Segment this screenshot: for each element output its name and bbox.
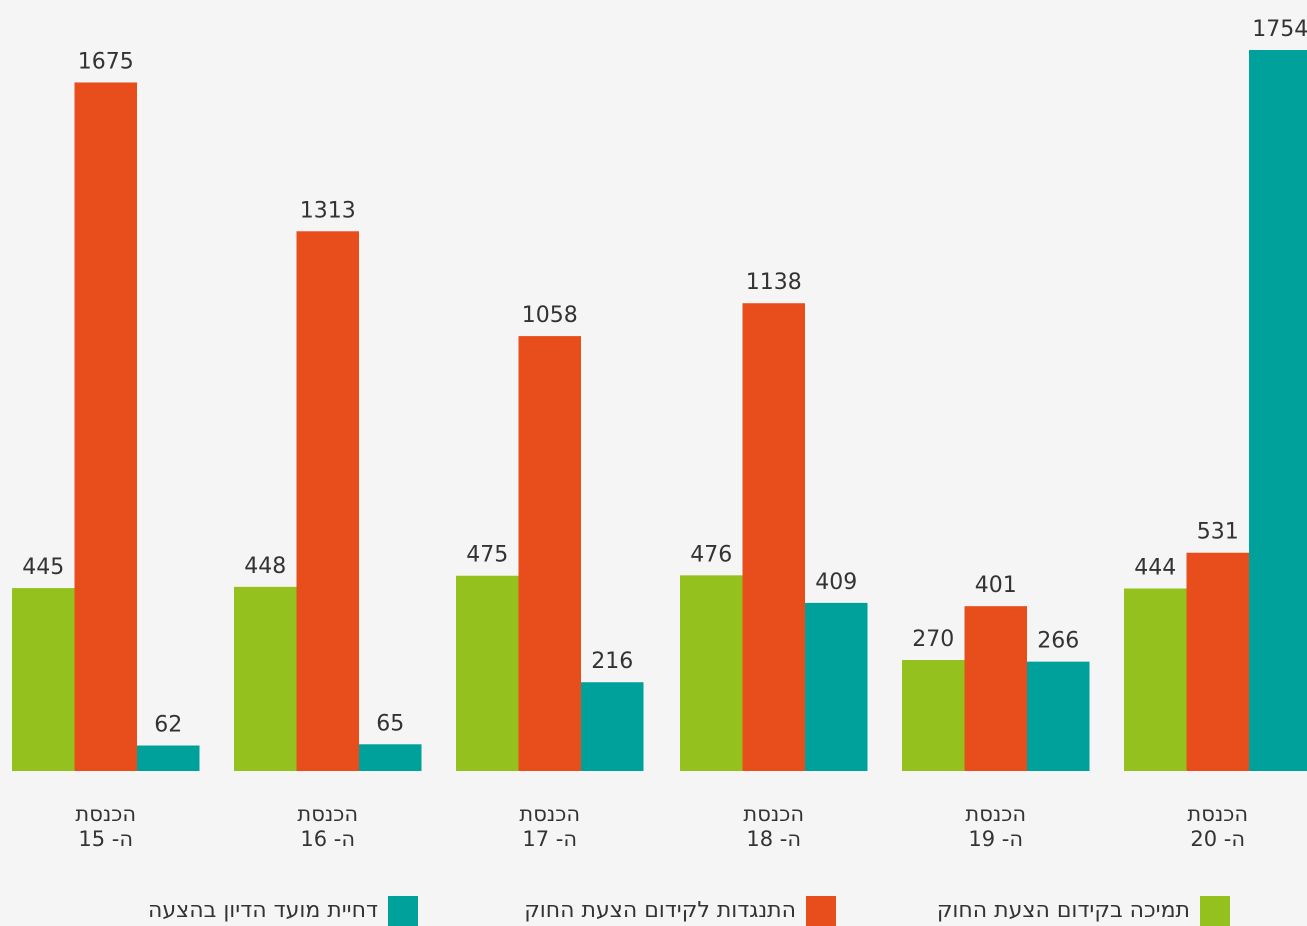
bar-support-6 — [1124, 588, 1187, 771]
data-label-postpone-4: 409 — [815, 570, 857, 595]
category-label-4-line2: ה- 18 — [746, 827, 801, 851]
bar-postpone-2 — [359, 744, 422, 771]
category-label-1-line1: הכנסת — [75, 802, 136, 826]
category-label-5-line2: ה- 19 — [968, 827, 1023, 851]
bar-postpone-4 — [805, 602, 868, 771]
legend-swatch-postpone — [388, 895, 418, 926]
data-label-postpone-5: 266 — [1037, 629, 1079, 654]
category-label-3-line1: הכנסת — [519, 802, 580, 826]
category-label-4-line1: הכנסת — [743, 802, 804, 826]
bar-postpone-1 — [137, 745, 200, 771]
category-label-1-line2: ה- 15 — [78, 827, 133, 851]
legend: תמיכה בקידום הצעת החוק התנגדות לקידום הצ… — [0, 895, 1307, 926]
bar-oppose-3 — [518, 336, 581, 771]
data-label-support-1: 445 — [22, 555, 64, 580]
legend-label-support: תמיכה בקידום הצעת החוק — [936, 898, 1190, 923]
category-label-5-line1: הכנסת — [965, 802, 1026, 826]
bar-postpone-5 — [1027, 661, 1090, 771]
bar-support-3 — [456, 575, 519, 771]
bar-support-4 — [680, 575, 743, 771]
data-label-support-2: 448 — [244, 554, 286, 579]
data-label-support-3: 475 — [466, 543, 508, 568]
category-label-2-line2: ה- 16 — [300, 827, 355, 851]
data-label-oppose-4: 1138 — [746, 270, 802, 295]
data-label-oppose-2: 1313 — [300, 198, 356, 223]
data-label-oppose-6: 531 — [1197, 520, 1239, 545]
bar-support-5 — [902, 660, 965, 771]
legend-item-postpone: דחיית מועד הדיון בהצעה — [148, 895, 418, 926]
data-label-postpone-2: 65 — [376, 711, 404, 736]
data-label-oppose-3: 1058 — [522, 303, 578, 328]
data-label-support-4: 476 — [690, 542, 732, 567]
legend-item-support: תמיכה בקידום הצעת החוק — [937, 895, 1230, 926]
bar-postpone-6 — [1249, 50, 1307, 771]
data-label-support-6: 444 — [1134, 555, 1176, 580]
data-label-support-5: 270 — [912, 627, 954, 652]
legend-swatch-oppose — [806, 895, 836, 926]
category-label-3-line2: ה- 17 — [522, 827, 577, 851]
legend-label-oppose: התנגדות לקידום הצעת החוק — [524, 898, 796, 923]
category-label-6-line2: ה- 20 — [1190, 827, 1245, 851]
bar-postpone-3 — [581, 682, 644, 771]
bar-support-2 — [234, 586, 297, 771]
data-label-oppose-1: 1675 — [78, 49, 134, 74]
data-label-postpone-3: 216 — [591, 649, 633, 674]
legend-label-postpone: דחיית מועד הדיון בהצעה — [148, 898, 378, 923]
bar-oppose-5 — [964, 606, 1027, 771]
bar-oppose-6 — [1186, 552, 1249, 771]
data-label-postpone-6: 1754 — [1252, 17, 1307, 42]
bar-support-1 — [12, 588, 75, 771]
category-label-6-line1: הכנסת — [1187, 802, 1248, 826]
data-label-oppose-5: 401 — [975, 573, 1017, 598]
bar-oppose-2 — [296, 231, 359, 771]
legend-swatch-support — [1200, 895, 1230, 926]
bar-oppose-4 — [742, 303, 805, 771]
bar-oppose-1 — [74, 82, 137, 772]
data-label-postpone-1: 62 — [154, 713, 182, 738]
category-label-2-line1: הכנסת — [297, 802, 358, 826]
legend-item-oppose: התנגדות לקידום הצעת החוק — [524, 895, 836, 926]
